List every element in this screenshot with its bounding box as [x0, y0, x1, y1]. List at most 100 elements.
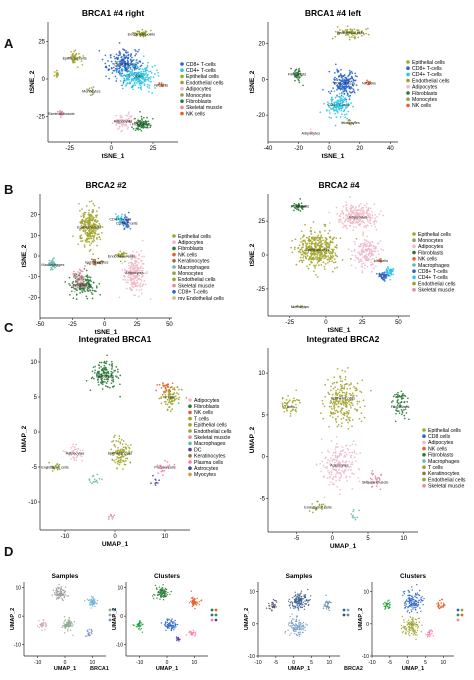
point: [342, 95, 345, 98]
point: [338, 93, 341, 95]
point: [194, 601, 197, 603]
point: [84, 229, 87, 232]
point: [127, 111, 130, 114]
point: [334, 104, 336, 107]
point: [141, 74, 143, 76]
point: [142, 70, 145, 73]
point: [78, 53, 80, 55]
point: [132, 127, 135, 130]
legend-swatch: [412, 232, 416, 236]
point: [361, 379, 364, 382]
point: [119, 80, 122, 82]
point: [320, 239, 322, 242]
point: [314, 243, 316, 246]
point: [311, 250, 314, 253]
point: [345, 79, 347, 82]
point: [354, 120, 356, 123]
point: [123, 222, 126, 225]
point: [333, 407, 336, 410]
point: [305, 251, 307, 254]
cluster-label: Fibroblasts: [73, 283, 92, 287]
point: [338, 33, 341, 35]
point: [101, 374, 104, 377]
chart-title: Samples: [52, 573, 79, 580]
point: [85, 269, 88, 272]
point: [133, 272, 136, 275]
point: [48, 262, 51, 265]
x-tick-label: 20: [356, 146, 363, 152]
point: [87, 631, 89, 633]
point: [315, 508, 318, 511]
point: [86, 238, 89, 241]
x-axis-label: UMAP_1: [156, 666, 178, 672]
point: [367, 83, 370, 86]
cluster-label: Epithelial cells: [331, 397, 355, 401]
point: [352, 404, 354, 406]
point: [336, 26, 339, 28]
point: [140, 34, 143, 36]
point: [111, 371, 114, 374]
point: [345, 444, 347, 447]
point: [118, 60, 121, 63]
point: [329, 402, 332, 404]
point: [344, 107, 347, 109]
point: [109, 386, 111, 389]
point: [86, 278, 89, 281]
point: [334, 386, 336, 389]
point: [56, 592, 58, 594]
point: [130, 270, 132, 272]
point: [333, 82, 336, 85]
point: [129, 66, 132, 69]
point: [387, 267, 390, 270]
point: [130, 264, 133, 267]
point: [101, 367, 104, 370]
point: [88, 635, 90, 637]
cluster: [61, 616, 75, 636]
point: [340, 105, 343, 108]
point: [341, 369, 344, 372]
x-tick-label: 40: [387, 146, 394, 152]
point: [353, 90, 355, 92]
point: [362, 246, 365, 249]
point: [310, 233, 313, 235]
point: [290, 405, 293, 408]
point: [191, 605, 194, 608]
point: [92, 253, 94, 256]
point: [53, 265, 56, 268]
chart-title: BRCA1 #4 left: [305, 8, 361, 18]
legend-swatch: [188, 398, 192, 402]
point: [340, 403, 343, 406]
point: [122, 455, 125, 458]
point: [83, 246, 86, 248]
point: [336, 105, 339, 107]
point: [108, 68, 111, 71]
point: [365, 253, 368, 256]
point: [64, 627, 67, 630]
point: [149, 33, 151, 36]
point: [120, 451, 123, 454]
point: [323, 255, 325, 257]
point: [110, 370, 113, 373]
point: [143, 280, 146, 282]
point: [308, 244, 311, 247]
point: [72, 272, 74, 275]
point: [344, 455, 347, 458]
point: [157, 591, 160, 594]
point: [346, 30, 349, 33]
cluster: [48, 257, 58, 271]
point: [337, 221, 340, 224]
point: [135, 255, 137, 258]
point: [102, 380, 105, 383]
point: [75, 293, 78, 296]
point: [101, 58, 104, 61]
point: [397, 394, 399, 396]
point: [163, 594, 165, 597]
point: [382, 214, 385, 217]
point: [142, 275, 144, 277]
point: [142, 35, 145, 38]
point: [92, 238, 95, 240]
point: [397, 399, 399, 401]
point: [139, 79, 142, 82]
point: [116, 119, 118, 121]
point: [338, 75, 340, 78]
